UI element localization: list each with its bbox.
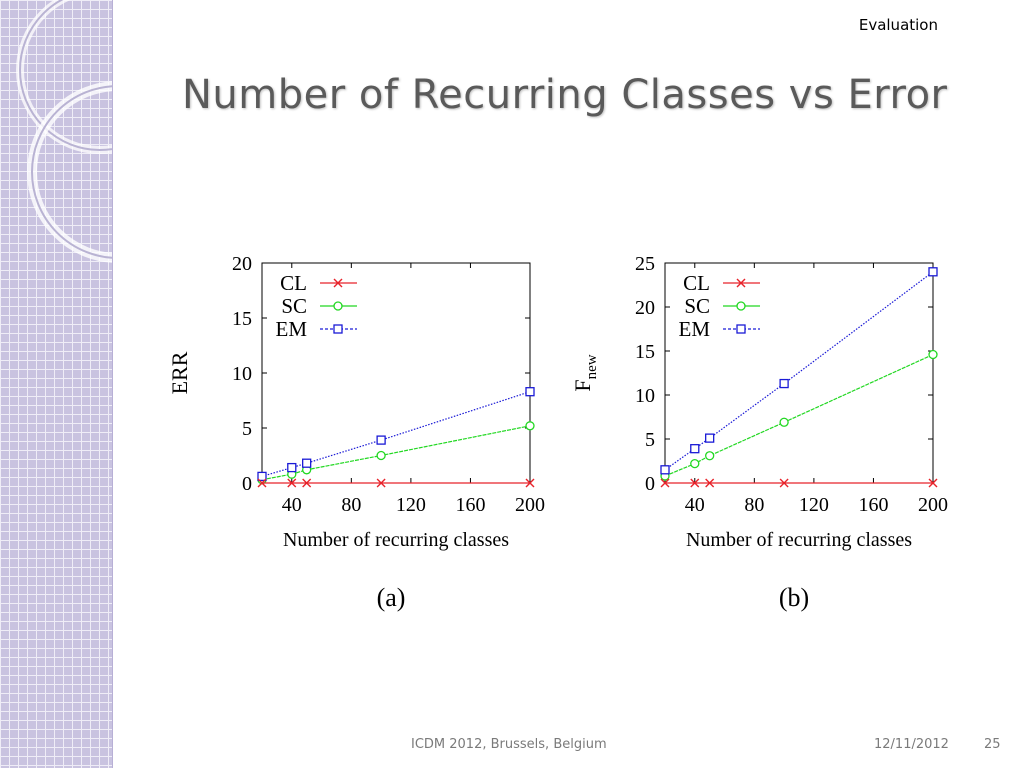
slide-title: Number of Recurring Classes vs Error: [182, 72, 948, 118]
data-point-sc: [525, 421, 535, 431]
y-axis-label-subscript: new: [584, 354, 600, 379]
chart-caption: (a): [377, 583, 406, 612]
data-point-cl: [928, 478, 938, 488]
legend-marker-sc: [333, 301, 343, 311]
legend-label: CL: [280, 271, 307, 295]
data-point-cl: [257, 478, 267, 488]
x-tick-label: 80: [744, 494, 764, 516]
data-point-em: [779, 378, 789, 389]
data-point-em: [705, 433, 715, 443]
data-point-cl: [690, 478, 700, 488]
data-point-em: [690, 444, 700, 454]
x-axis-label: Number of recurring classes: [283, 529, 509, 551]
series-line-sc: [664, 353, 934, 477]
y-tick-label: 5: [645, 429, 655, 451]
data-point-em: [376, 435, 386, 445]
x-tick-label: 40: [282, 494, 302, 516]
data-point-cl: [287, 478, 297, 488]
legend-marker-em: [333, 324, 343, 334]
legend-marker-cl: [736, 278, 746, 288]
data-point-em: [257, 471, 267, 482]
x-tick-label: 40: [685, 494, 705, 516]
y-tick-label: 15: [232, 308, 252, 330]
data-point-cl: [660, 478, 670, 488]
chart-svg: 0 5 10 15 20 25 40 80 120 160 200 Number of recurri…: [570, 253, 948, 612]
page-number: 25: [984, 737, 1001, 752]
y-tick-label: 0: [645, 473, 655, 495]
legend-marker-sc: [736, 301, 746, 311]
data-point-cl: [779, 478, 789, 488]
x-tick-label: 80: [341, 494, 361, 516]
chart-svg: 0 5 10 15 20 40 80 120 160 200 Number of recurring…: [167, 253, 545, 612]
x-tick-label: 160: [858, 494, 888, 516]
data-point-em: [525, 387, 535, 397]
data-point-sc: [376, 450, 386, 461]
data-point-cl: [705, 478, 715, 488]
legend-marker-cl: [333, 278, 343, 288]
chart-b-fnew: 0 5 10 15 20 25 40 80 120 160 200 Number of recurri…: [568, 245, 968, 615]
y-tick-label: 15: [635, 341, 655, 363]
x-tick-label: 120: [799, 494, 829, 516]
y-axis-label: Fnew: [570, 354, 600, 391]
legend-label: SC: [684, 294, 710, 318]
data-point-em: [302, 458, 312, 468]
x-tick-label: 160: [455, 494, 485, 516]
legend-label: EM: [276, 317, 308, 341]
legend-label: SC: [281, 294, 307, 318]
data-point-em: [287, 462, 297, 473]
y-tick-label: 10: [635, 385, 655, 407]
x-tick-label: 200: [515, 494, 545, 516]
decorative-sidebar: [0, 0, 113, 768]
y-tick-label: 5: [242, 418, 252, 440]
y-tick-label: 10: [232, 363, 252, 385]
y-tick-label: 20: [232, 253, 252, 275]
chart-caption: (b): [779, 583, 809, 612]
y-tick-label: 25: [635, 253, 655, 275]
footer-venue: ICDM 2012, Brussels, Belgium: [411, 737, 607, 752]
data-point-cl: [525, 478, 535, 488]
x-axis-label: Number of recurring classes: [686, 529, 912, 551]
data-point-sc: [690, 458, 700, 469]
data-point-em: [928, 267, 938, 277]
footer-date: 12/11/2012: [874, 737, 949, 752]
legend-label: CL: [683, 271, 710, 295]
legend-label: EM: [679, 317, 711, 341]
y-tick-label: 0: [242, 473, 252, 495]
data-point-sc: [779, 417, 789, 427]
chart-a-err: 0 5 10 15 20 40 80 120 160 200 Number of recurring…: [165, 245, 565, 615]
data-point-sc: [705, 451, 715, 461]
x-tick-label: 120: [396, 494, 426, 516]
data-point-sc: [928, 349, 938, 360]
y-axis-label: ERR: [167, 351, 192, 394]
data-point-em: [660, 465, 670, 475]
data-point-cl: [302, 478, 312, 488]
data-point-cl: [376, 478, 386, 488]
decorative-rings: [16, 0, 112, 263]
section-label: Evaluation: [858, 16, 938, 34]
legend-marker-em: [736, 324, 746, 334]
y-tick-label: 20: [635, 297, 655, 319]
series-line-sc: [261, 425, 531, 481]
x-tick-label: 200: [918, 494, 948, 516]
